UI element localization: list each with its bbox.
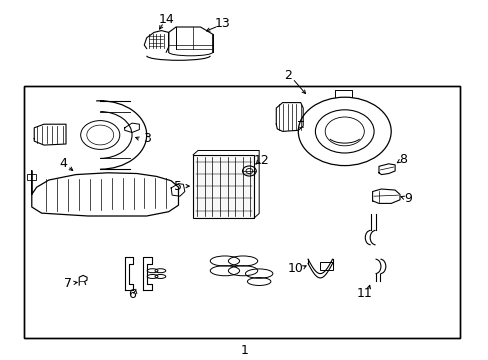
Bar xyxy=(24,86,459,338)
Text: 13: 13 xyxy=(214,17,230,30)
Bar xyxy=(193,155,254,218)
Text: 10: 10 xyxy=(287,262,303,275)
Text: 9: 9 xyxy=(404,192,411,205)
Text: 8: 8 xyxy=(399,153,407,166)
Text: 3: 3 xyxy=(142,132,150,145)
Text: 11: 11 xyxy=(356,287,371,300)
Bar xyxy=(27,174,36,180)
Text: 14: 14 xyxy=(158,13,174,26)
Bar xyxy=(320,262,332,270)
Text: 2: 2 xyxy=(284,69,292,82)
Text: 5: 5 xyxy=(174,180,182,193)
Text: 4: 4 xyxy=(60,157,67,170)
Bar xyxy=(24,86,459,338)
Text: 7: 7 xyxy=(64,277,72,290)
Text: 12: 12 xyxy=(253,154,269,167)
Text: 1: 1 xyxy=(240,345,248,357)
Text: 6: 6 xyxy=(128,288,136,301)
